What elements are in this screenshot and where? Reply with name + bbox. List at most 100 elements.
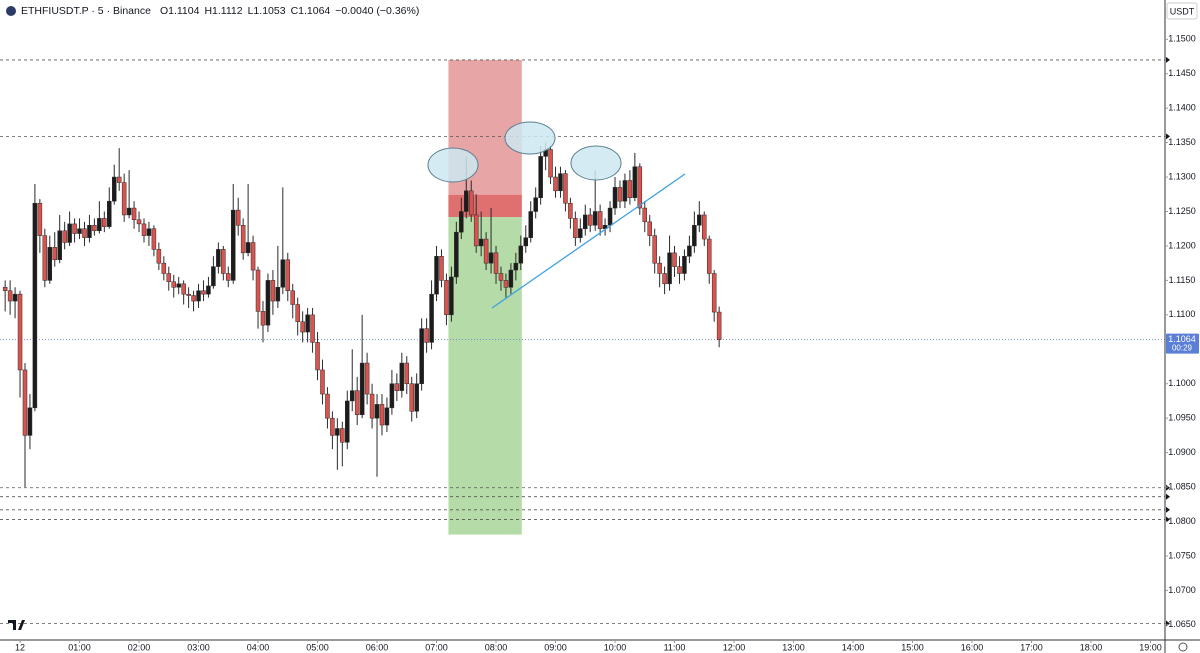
x-tick-label: 02:00 [128, 642, 151, 652]
x-tick-label: 09:00 [544, 642, 567, 652]
candle-body-down [290, 290, 295, 305]
levels [0, 56, 1170, 627]
candle-body-down [17, 293, 23, 371]
x-tick-label: 19:00 [1139, 642, 1162, 652]
x-tick-label: 11:00 [664, 642, 686, 652]
candle-body-up [414, 383, 419, 412]
candle-body-up [434, 256, 439, 295]
drawings[interactable] [427, 121, 686, 309]
currency-box[interactable] [1166, 2, 1198, 20]
logo [8, 620, 25, 630]
symbol[interactable]: ETHFIUSDT.P · 5 · Binance [21, 5, 151, 17]
y-tick-label: 1.0800 [1168, 516, 1196, 526]
candle-body-down [444, 280, 449, 316]
candle-body-down [364, 362, 370, 395]
candle-body-up [687, 245, 692, 257]
candle-body-up [592, 211, 598, 226]
candle-body-down [702, 214, 707, 240]
x-tick-label: 15:00 [901, 642, 924, 652]
candle-body-up [265, 280, 271, 326]
candle-body-up [230, 209, 236, 281]
candle-body-down [300, 321, 305, 333]
candle-body-up [538, 156, 543, 198]
settings-icon[interactable] [1178, 642, 1188, 652]
x-tick-label: 10:00 [604, 642, 627, 652]
candle-body-down [498, 273, 504, 281]
candle-body-down [240, 225, 246, 254]
candle-body-down [250, 242, 256, 271]
candle-body-down [141, 223, 147, 236]
candle-body-down [186, 293, 191, 296]
ellipse-left-shoulder[interactable] [427, 147, 479, 183]
candle-body-down [131, 207, 137, 221]
ellipse-head[interactable] [504, 121, 556, 155]
candle-body-down [711, 273, 717, 313]
x-tick-label: 18:00 [1080, 642, 1103, 652]
candle-body-down [473, 214, 479, 247]
x-tick-label: 12:00 [723, 642, 746, 652]
candle-body-up [578, 228, 583, 238]
change: −0.0040 (−0.36%) [335, 5, 420, 17]
trend-line[interactable] [491, 173, 686, 309]
y-tick-label: 1.0850 [1168, 481, 1196, 491]
candle-body-down [652, 235, 657, 264]
candle-body-up [47, 247, 53, 281]
candle-body-up [359, 362, 365, 415]
level-marker [1166, 516, 1170, 523]
high: H1.1112 [204, 5, 243, 17]
candle-body-up [32, 202, 38, 409]
x-tick-label: 07:00 [425, 642, 448, 652]
candle-body-up [12, 293, 18, 302]
y-tick-label: 1.1000 [1168, 378, 1196, 388]
candle-body-down [226, 273, 231, 281]
candle-body-down [315, 342, 320, 371]
candle-body-up [692, 225, 697, 247]
candle-body-up [667, 252, 672, 285]
countdown-label: 00:29 [1172, 344, 1193, 353]
candle-body-up [384, 407, 390, 426]
y-tick-label: 1.1100 [1169, 309, 1196, 319]
ellipse-right-shoulder[interactable] [570, 145, 622, 181]
y-tick-label: 1.1350 [1168, 137, 1196, 147]
candle-body-down [325, 393, 330, 419]
candle-body-up [107, 200, 112, 227]
candle-body-up [682, 256, 687, 274]
candle-body-up [612, 187, 618, 209]
candle-body-down [136, 219, 142, 225]
level-marker [1166, 484, 1170, 491]
candle-body-down [340, 428, 345, 443]
y-tick-label: 1.0700 [1168, 585, 1196, 595]
candle-body-up [478, 238, 484, 247]
candle-body-down [102, 218, 107, 227]
candle-body-down [597, 211, 603, 229]
open: O1.1104 [159, 5, 200, 17]
candle-body-down [42, 235, 48, 281]
candle-body-down [156, 249, 162, 264]
candle-body-down [310, 314, 315, 343]
candle-body-down [181, 283, 186, 295]
candle-body-down [52, 247, 57, 260]
x-tick-label: 01:00 [68, 642, 91, 652]
y-tick-label: 1.1150 [1169, 275, 1196, 285]
candle-body-up [419, 328, 424, 384]
y-tick-label: 1.1500 [1168, 34, 1196, 44]
candle-body-up [533, 197, 538, 212]
candle-body-up [77, 228, 82, 234]
y-tick-label: 1.0650 [1168, 619, 1196, 629]
candle-body-up [335, 428, 340, 436]
candle-body-down [483, 238, 489, 264]
candle-body-down [320, 369, 325, 395]
candle-body-down [493, 252, 499, 274]
candle-body-up [558, 173, 563, 192]
close: C1.1064 [290, 5, 331, 17]
candle-body-up [196, 290, 201, 302]
candle-body-down [587, 214, 593, 226]
candle-body-down [255, 269, 261, 312]
candle-body-down [369, 393, 375, 419]
legend-header: ETHFIUSDT.P · 5 · Binance O1.1104 H1.111… [6, 5, 419, 17]
candle-body-up [275, 287, 281, 302]
candle-body-down [379, 404, 385, 426]
candle-body-down [409, 383, 414, 412]
candle-body-down [642, 207, 648, 223]
